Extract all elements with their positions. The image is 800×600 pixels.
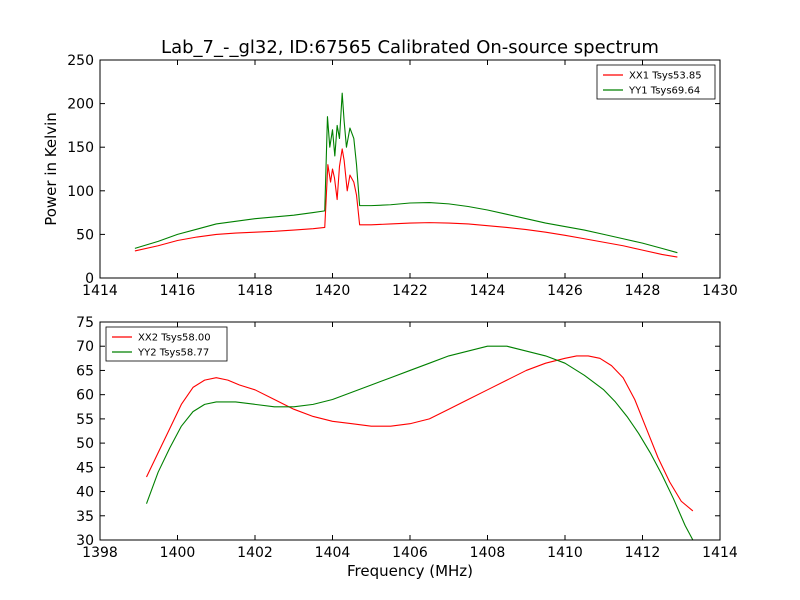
top-panel: 1414 1416 1418 1420 1422 1424 1426 1428 1430 0 50 1… (42, 53, 738, 299)
bottom-panel: 1398 1400 1402 1404 1406 1408 1410 1412 1414 30 35… (76, 315, 738, 580)
legend-entry: XX1 Tsys53.85 (629, 71, 702, 82)
legend: XX1 Tsys53.85 YY1 Tsys69.64 (596, 64, 716, 100)
legend-box (105, 326, 228, 362)
legend: XX2 Tsys58.00 YY2 Tsys58.77 (105, 326, 228, 362)
y-tick-label: 30 (76, 533, 94, 549)
y-tick-label: 55 (76, 412, 94, 428)
y-tick-label: 50 (76, 436, 94, 452)
x-tick-label: 1414 (702, 545, 738, 561)
legend-entry: YY1 Tsys69.64 (628, 86, 700, 97)
figure-title: Lab_7_-_gl32, ID:67565 Calibrated On-sou… (161, 37, 659, 58)
series-line-1 (146, 355, 694, 512)
series-line-2 (134, 92, 678, 254)
y-tick-label: 100 (67, 184, 94, 200)
y-tick-label: 40 (76, 485, 94, 501)
series-line-1 (134, 148, 678, 258)
x-tick-label: 1402 (237, 545, 273, 561)
y-tick-label: 45 (76, 460, 94, 476)
x-tick-label: 1428 (625, 283, 661, 299)
y-tick-label: 60 (76, 388, 94, 404)
y-axis-label: Power in Kelvin (42, 112, 60, 226)
x-tick-label: 1406 (392, 545, 428, 561)
x-tick-label: 1408 (470, 545, 506, 561)
x-tick-label: 1414 (82, 283, 118, 299)
x-tick-label: 1420 (315, 283, 351, 299)
series-line-2 (145, 345, 694, 540)
x-tick-label: 1426 (547, 283, 583, 299)
x-tick-label: 1430 (702, 283, 738, 299)
y-tick-label: 70 (76, 339, 94, 355)
y-tick-label: 50 (76, 227, 94, 243)
x-tick-label: 1404 (315, 545, 351, 561)
x-tick-label: 1416 (160, 283, 196, 299)
y-tick-label: 65 (76, 363, 94, 379)
x-tick-label: 1410 (547, 545, 583, 561)
y-tick-label: 75 (76, 315, 94, 331)
y-tick-label: 200 (67, 97, 94, 113)
y-tick-label: 250 (67, 53, 94, 69)
legend-box (596, 64, 716, 100)
y-tick-label: 0 (85, 271, 94, 287)
x-tick-label: 1398 (82, 545, 118, 561)
legend-entry: XX2 Tsys58.00 (138, 333, 211, 344)
x-axis-label: Frequency (MHz) (347, 562, 473, 580)
legend-entry: YY2 Tsys58.77 (137, 348, 209, 359)
x-tick-label: 1400 (160, 545, 196, 561)
y-tick-label: 150 (67, 140, 94, 156)
x-tick-label: 1424 (470, 283, 506, 299)
x-tick-label: 1418 (237, 283, 273, 299)
x-tick-label: 1422 (392, 283, 428, 299)
x-tick-label: 1412 (625, 545, 661, 561)
y-tick-label: 35 (76, 509, 94, 525)
